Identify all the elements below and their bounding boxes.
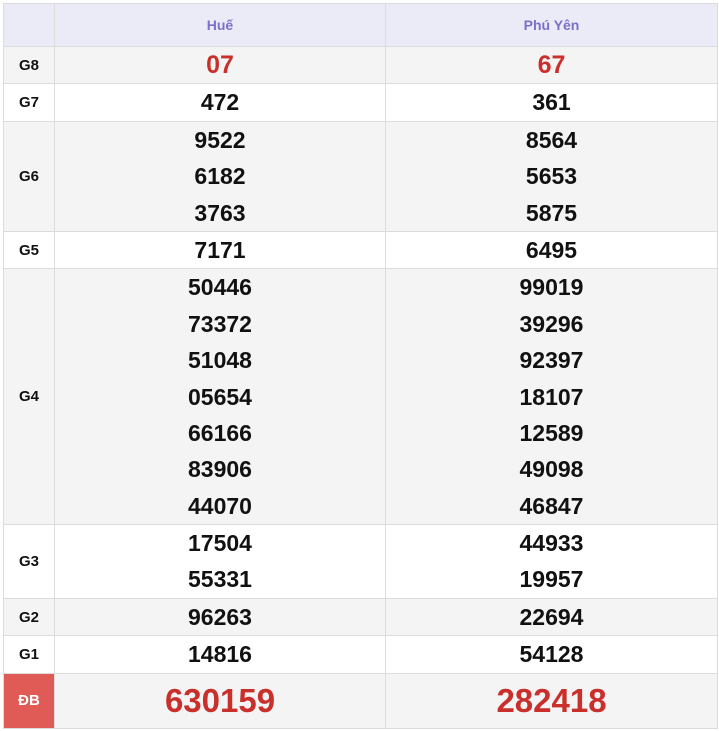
prize-number: 12589	[519, 419, 584, 446]
prize-number: 50446	[188, 274, 252, 301]
prize-number: 96263	[188, 603, 252, 630]
prize-number: 3763	[194, 199, 246, 226]
prize-number: 630159	[164, 681, 276, 719]
prize-cell: 96263	[54, 597, 386, 637]
prize-number: 7171	[194, 236, 246, 263]
prize-cell: 22694	[385, 597, 718, 637]
prize-number: 54128	[519, 641, 584, 668]
prize-number: 361	[532, 89, 571, 116]
prize-row-g2: G2 96263 22694	[3, 597, 718, 637]
prize-cell: 99019 39296 92397 18107 12589 49098 46847	[385, 268, 718, 526]
prize-number: 14816	[188, 641, 252, 668]
prize-cell: 8564 5653 5875	[385, 120, 718, 232]
prize-number: 05654	[188, 383, 252, 410]
prize-label: G6	[3, 120, 55, 232]
prize-number: 51048	[188, 347, 252, 374]
prize-number: 18107	[519, 383, 584, 410]
province-header: Phú Yên	[385, 3, 718, 47]
prize-number: 39296	[519, 310, 584, 337]
prize-number: 22694	[519, 603, 584, 630]
prize-number: 6182	[194, 163, 246, 190]
prize-cell: 9522 6182 3763	[54, 120, 386, 232]
prize-number: 5875	[525, 199, 578, 226]
prize-number: 49098	[519, 456, 584, 483]
prize-row-g1: G1 14816 54128	[3, 635, 718, 674]
prize-row-g4: G4 50446 73372 51048 05654 66166 83906 44070 990…	[3, 268, 718, 526]
prize-cell: 472	[54, 83, 386, 122]
prize-cell: 6495	[385, 230, 718, 270]
prize-label: G1	[3, 635, 55, 674]
prize-number: 9522	[194, 126, 246, 153]
prize-row-g3: G3 17504 55331 44933 19957	[3, 524, 718, 599]
prize-row-g5: G5 7171 6495	[3, 230, 718, 270]
prize-cell: 14816	[54, 635, 386, 674]
header-empty	[3, 3, 55, 47]
prize-number: 472	[200, 89, 240, 116]
prize-cell: 7171	[54, 230, 386, 270]
prize-cell: 54128	[385, 635, 718, 674]
prize-label: G5	[3, 230, 55, 270]
prize-cell: 630159	[54, 672, 386, 729]
prize-row-đb: ĐB 630159 282418	[3, 672, 718, 729]
prize-number: 19957	[519, 566, 584, 593]
prize-label: G4	[3, 268, 55, 526]
prize-number: 8564	[525, 126, 578, 153]
prize-number: 92397	[519, 347, 584, 374]
prize-cell: 50446 73372 51048 05654 66166 83906 44070	[54, 268, 386, 526]
prize-number: 17504	[188, 530, 252, 557]
prize-number: 55331	[188, 566, 252, 593]
prize-number: 46847	[519, 492, 584, 519]
prize-cell: 67	[385, 45, 718, 85]
prize-cell: 361	[385, 83, 718, 122]
prize-number: 282418	[496, 681, 607, 719]
prize-number: 67	[537, 51, 566, 79]
prize-number: 83906	[188, 456, 252, 483]
prize-number: 07	[206, 51, 234, 79]
prize-cell: 44933 19957	[385, 524, 718, 599]
prize-cell: 07	[54, 45, 386, 85]
prize-number: 66166	[188, 419, 252, 446]
lottery-results-table: Huế Phú Yên G8 07 67 G7 472 361 G6 9522 6182 3763…	[3, 3, 718, 729]
prize-label: G7	[3, 83, 55, 122]
prize-number: 44070	[188, 492, 252, 519]
prize-number: 73372	[188, 310, 252, 337]
prize-label: G3	[3, 524, 55, 599]
prize-label: ĐB	[3, 672, 55, 729]
prize-number: 5653	[525, 163, 578, 190]
prize-row-g8: G8 07 67	[3, 45, 718, 85]
prize-number: 44933	[519, 530, 584, 557]
prize-label: G2	[3, 597, 55, 637]
prize-number: 99019	[519, 274, 584, 301]
prize-row-g6: G6 9522 6182 3763 8564 5653 5875	[3, 120, 718, 232]
header-row: Huế Phú Yên	[3, 3, 718, 47]
prize-label: G8	[3, 45, 55, 85]
prize-row-g7: G7 472 361	[3, 83, 718, 122]
province-header: Huế	[54, 3, 386, 47]
prize-cell: 17504 55331	[54, 524, 386, 599]
prize-number: 6495	[525, 236, 578, 263]
prize-cell: 282418	[385, 672, 718, 729]
